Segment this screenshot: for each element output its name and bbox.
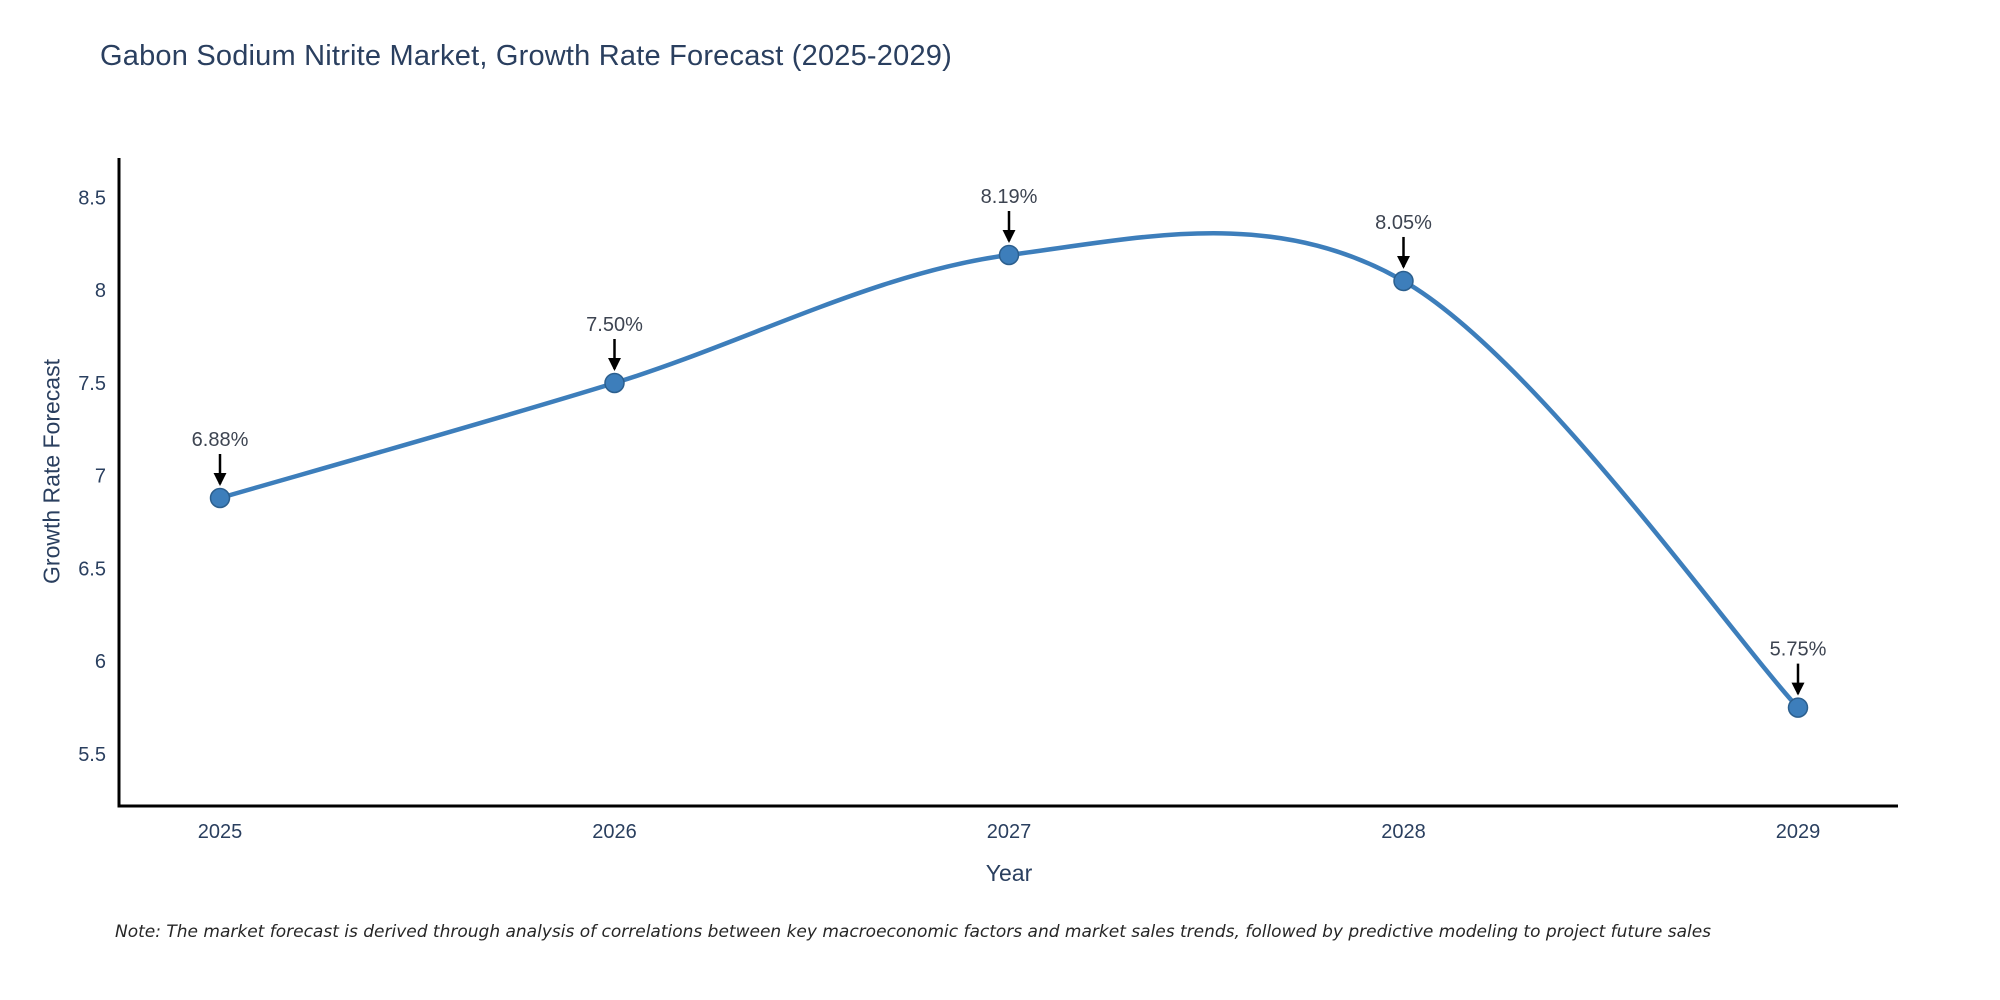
y-tick-label: 5.5 (78, 744, 106, 766)
data-point-marker[interactable] (1787, 697, 1809, 718)
chart-title: Gabon Sodium Nitrite Market, Growth Rate… (100, 40, 952, 72)
data-point-marker[interactable] (1393, 270, 1414, 292)
y-tick-label: 7.5 (78, 373, 106, 395)
x-tick-label: 2029 (1776, 821, 1821, 843)
y-tick-label: 8 (95, 280, 106, 302)
x-tick-label: 2028 (1381, 821, 1426, 843)
data-point-label: 7.50% (586, 314, 643, 336)
x-axis-title: Year (985, 860, 1033, 886)
y-tick-label: 8.5 (78, 187, 106, 209)
data-point-label: 5.75% (1770, 639, 1827, 661)
footnote: Note: The market forecast is derived thr… (115, 922, 1712, 942)
x-tick-label: 2025 (198, 821, 243, 843)
data-point-label: 8.05% (1375, 212, 1432, 234)
x-tick-label: 2026 (592, 821, 637, 843)
data-point-marker[interactable] (209, 487, 231, 509)
forecast-line (217, 231, 1801, 710)
y-tick-label: 7 (95, 466, 106, 488)
y-tick-label: 6.5 (78, 558, 106, 580)
x-tick-label: 2027 (987, 821, 1032, 843)
data-point-marker[interactable] (998, 244, 1020, 266)
y-tick-label: 6 (95, 651, 106, 673)
data-point-label: 8.19% (981, 186, 1038, 208)
data-point-label: 6.88% (192, 429, 249, 451)
data-point-marker[interactable] (604, 372, 625, 394)
